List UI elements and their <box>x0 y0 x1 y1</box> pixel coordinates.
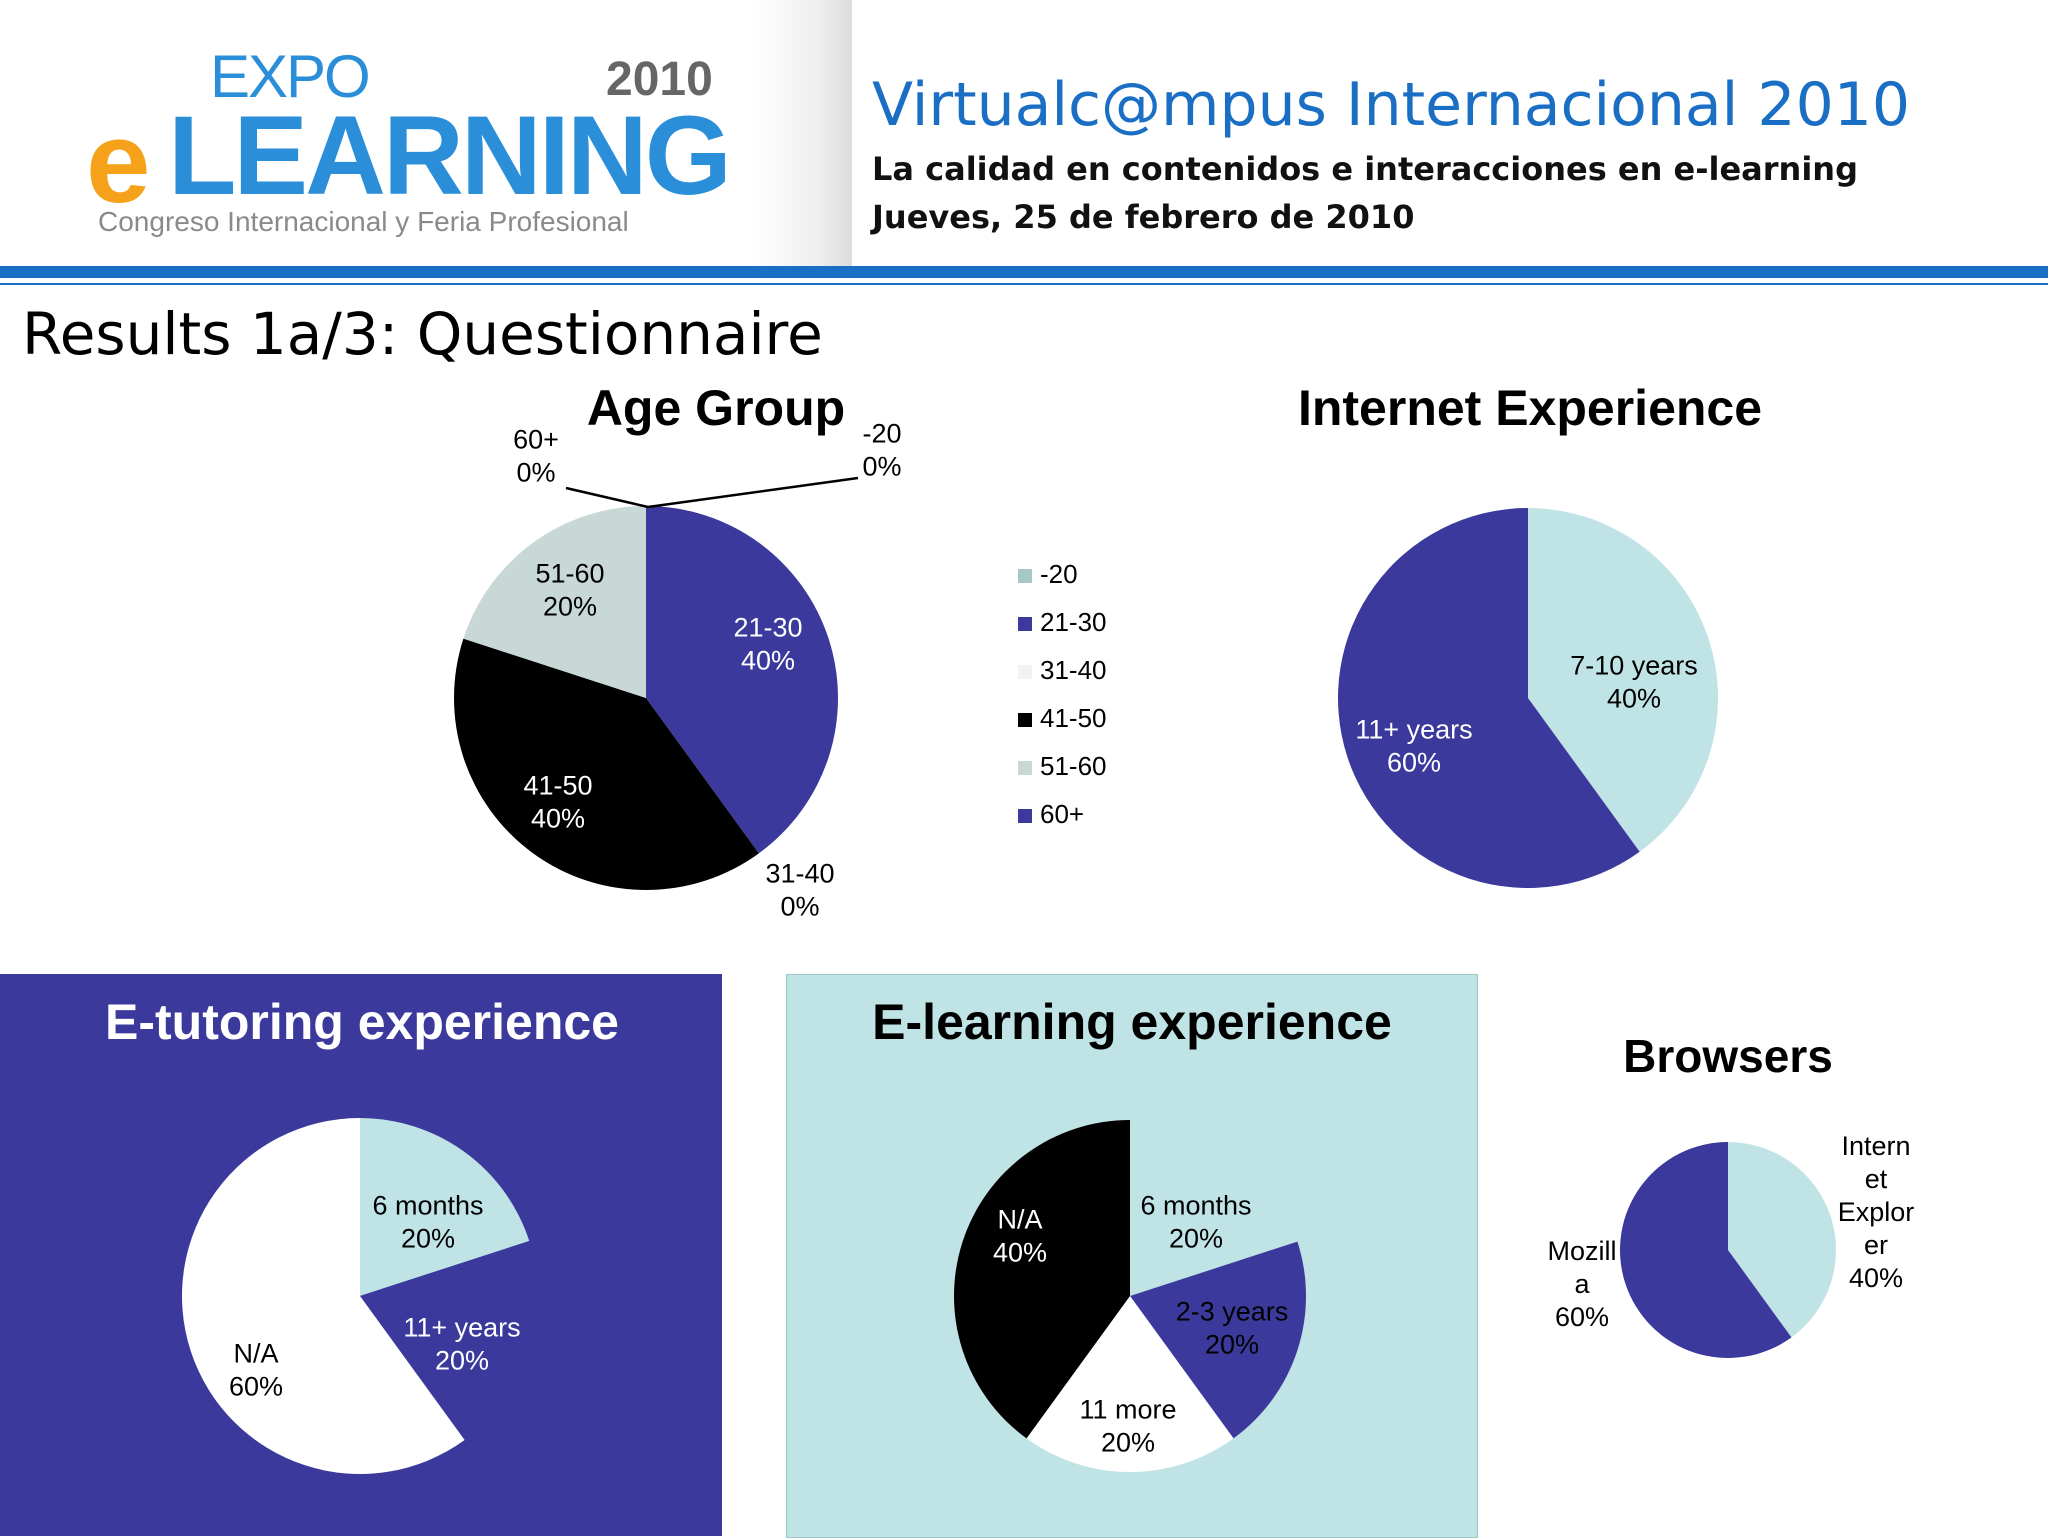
data-label-internet-experience-7-10-years: 7-10 years 40% <box>1570 651 1698 714</box>
logo-year-text: 2010 <box>606 53 713 106</box>
legend-label-41-50: 41-50 <box>1040 703 1107 733</box>
pie-slice-browsers-mozilla <box>1620 1142 1792 1358</box>
data-label-age-group-60: 60+ 0% <box>513 425 559 488</box>
data-label-internet-experience-11-years: 11+ years 60% <box>1355 715 1472 778</box>
data-label-age-group-41-50: 41-50 40% <box>523 771 592 834</box>
pie-slice-e-tutoring-experience-11-years <box>360 1240 539 1441</box>
header-date: Jueves, 25 de febrero de 2010 <box>872 198 1415 236</box>
data-label-e-tutoring-experience-n-a: N/A 60% <box>229 1339 283 1402</box>
logo-expo-text: EXPO <box>210 43 371 110</box>
pie-slice-internet-experience-11-years <box>1338 508 1640 888</box>
pie-slice-e-tutoring-experience-6-months <box>360 1118 530 1296</box>
data-label-age-group-51-60: 51-60 20% <box>535 559 604 622</box>
pie-slice-e-learning-experience-n-a <box>954 1120 1130 1439</box>
data-label-browsers-mozilla: Mozill a 60% <box>1547 1236 1616 1332</box>
expo-elearning-logo: EXPO 2010 e LEARNING Congreso Internacio… <box>0 0 852 268</box>
pie-slice-e-tutoring-experience-n-a <box>182 1118 465 1474</box>
header-title: Virtualc@mpus Internacional 2010 <box>872 70 1911 140</box>
pie-slice-internet-experience-7-10-years <box>1528 508 1719 852</box>
legend-label-60: 60+ <box>1040 799 1084 829</box>
legend-label-21-30: 21-30 <box>1040 607 1107 637</box>
legend-swatch-21-30 <box>1018 617 1032 631</box>
logo-learning-text: LEARNING <box>168 93 732 218</box>
chart-title-e-learning-experience: E-learning experience <box>872 994 1392 1050</box>
pie-slice-e-learning-experience-11-more <box>1026 1296 1234 1472</box>
data-label-e-tutoring-experience-11-years: 11+ years 20% <box>403 1313 520 1376</box>
legend-swatch-20 <box>1018 569 1032 583</box>
pie-chart-age-group: Age Group -20 0% 21-30 40% 31-40 0% 41-50 40% 51-… <box>454 380 1107 922</box>
data-label-age-group-31-40: 31-40 0% <box>765 859 834 922</box>
header-divider-bar <box>0 266 2048 278</box>
data-label-e-learning-experience-n-a: N/A 40% <box>993 1205 1047 1268</box>
data-label-e-learning-experience-6-months: 6 months 20% <box>1140 1191 1251 1254</box>
data-label-e-learning-experience-11-more: 11 more 20% <box>1079 1395 1176 1458</box>
legend-swatch-31-40 <box>1018 665 1032 679</box>
pie-slice-e-learning-experience-6-months <box>1130 1120 1298 1296</box>
legend-swatch-60 <box>1018 809 1032 823</box>
slide-header: EXPO 2010 e LEARNING Congreso Internacio… <box>0 0 2048 268</box>
data-label-e-learning-experience-2-3-years: 2-3 years 20% <box>1176 1297 1289 1360</box>
chart-title-age-group: Age Group <box>587 380 845 436</box>
legend-age-group: -20 21-30 31-40 41-50 51-60 60+ <box>1018 559 1107 829</box>
pie-slice-browsers-internet-explorer <box>1728 1142 1837 1338</box>
data-label-browsers-internet-explorer: Intern et Explor er 40% <box>1838 1131 1915 1293</box>
leader-line-age-group-1 <box>565 486 649 509</box>
pie-slice-age-group-21-30 <box>646 506 838 854</box>
pie-slice-age-group-51-60 <box>463 506 646 698</box>
pie-slice-e-learning-experience-2-3-years <box>1130 1241 1306 1439</box>
leader-line-age-group-0 <box>647 476 859 509</box>
chart-title-browsers: Browsers <box>1623 1030 1833 1082</box>
legend-label-20: -20 <box>1040 559 1078 589</box>
logo-e-letter: e <box>86 97 151 227</box>
pie-chart-e-learning-experience: E-learning experience 6 months 20% 2-3 year… <box>872 994 1392 1472</box>
chart-title-e-tutoring-experience: E-tutoring experience <box>105 994 619 1050</box>
pie-slice-age-group-41-50 <box>454 638 759 891</box>
header-subtitle: La calidad en contenidos e interacciones… <box>872 150 1858 188</box>
chart-title-internet-experience: Internet Experience <box>1298 380 1762 436</box>
legend-swatch-41-50 <box>1018 713 1032 727</box>
pie-chart-internet-experience: Internet Experience 7-10 years 40% 11+ year… <box>1298 380 1762 888</box>
legend-swatch-51-60 <box>1018 761 1032 775</box>
pie-chart-e-tutoring-experience: E-tutoring experience 6 months 20% 11+ year… <box>105 994 619 1474</box>
data-label-age-group-21-30: 21-30 40% <box>733 613 802 676</box>
logo-subtitle: Congreso Internacional y Feria Profesion… <box>98 206 629 237</box>
legend-label-31-40: 31-40 <box>1040 655 1107 685</box>
header-divider-line <box>0 283 2048 285</box>
slide-title: Results 1a/3: Questionnaire <box>22 300 823 368</box>
data-label-age-group-20: -20 0% <box>862 419 901 482</box>
data-label-e-tutoring-experience-6-months: 6 months 20% <box>372 1191 483 1254</box>
legend-label-51-60: 51-60 <box>1040 751 1107 781</box>
